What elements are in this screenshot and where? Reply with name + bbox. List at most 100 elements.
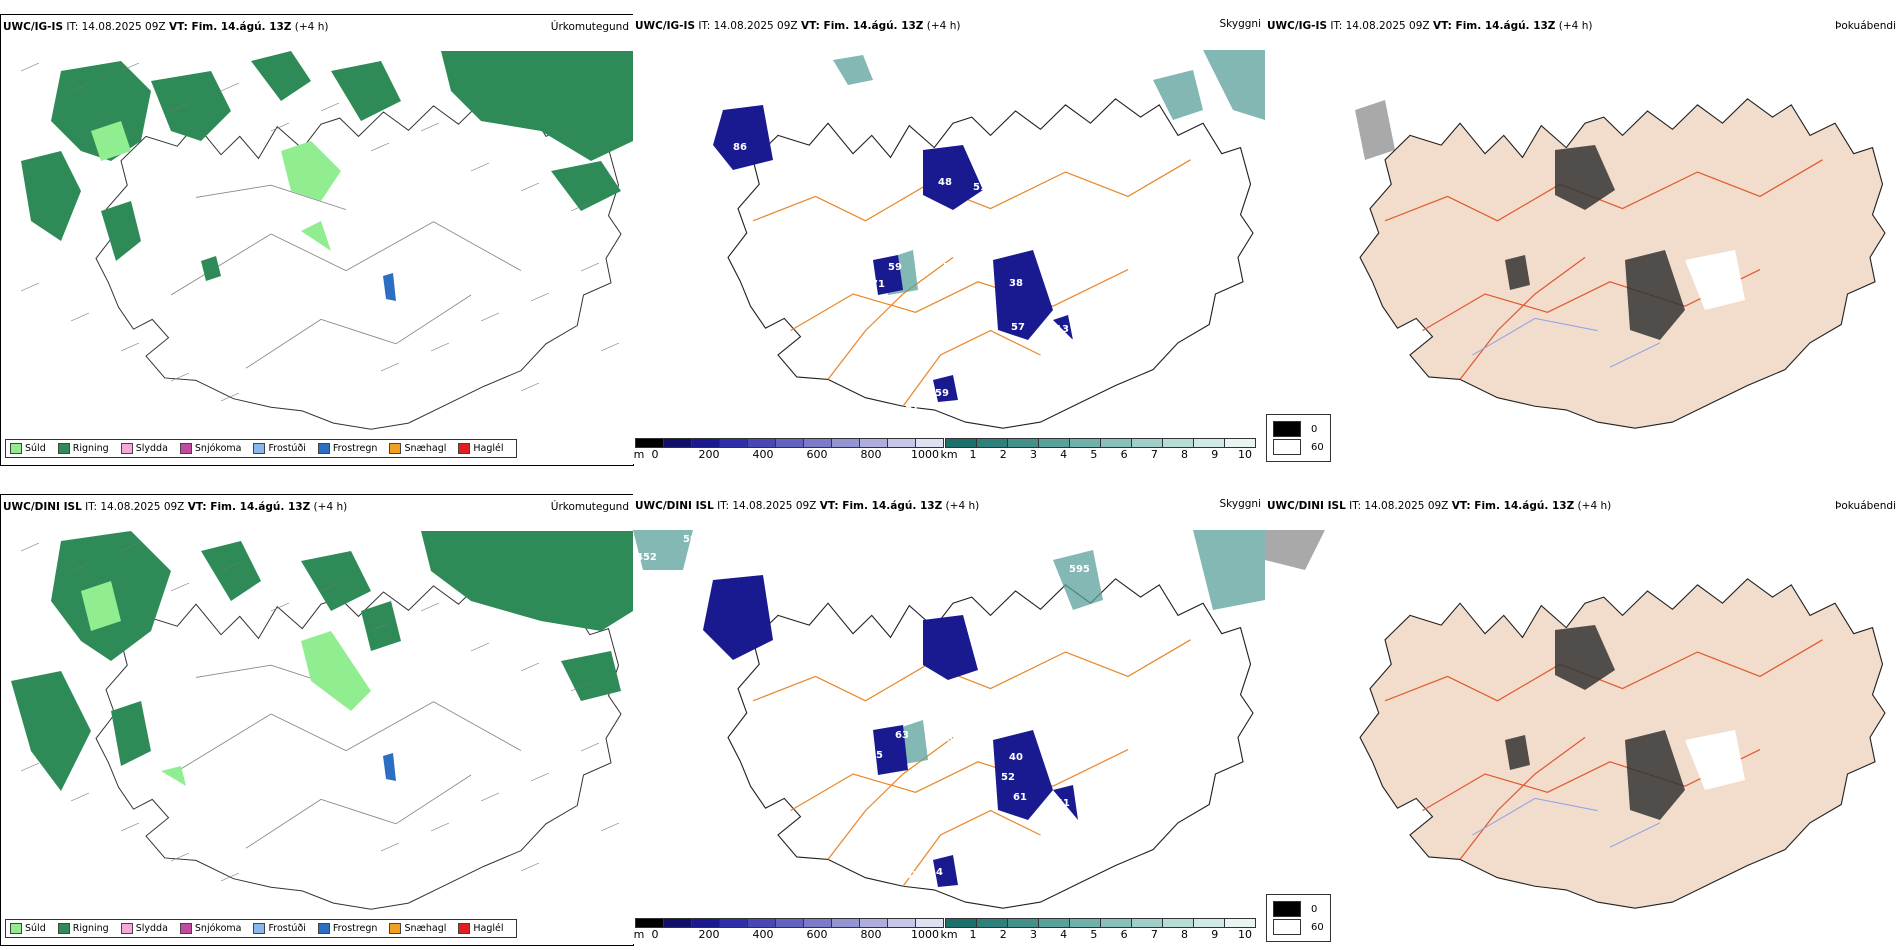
colorbar-tick: 9 xyxy=(1211,928,1219,941)
colorbar-tick: 4 xyxy=(1060,928,1068,941)
colorbar-segment xyxy=(691,918,719,928)
swatch xyxy=(253,443,266,454)
colorbar-tick: 10 xyxy=(1238,928,1252,941)
colorbar-segment xyxy=(945,918,976,928)
legend-label: Snæhagl xyxy=(404,923,447,934)
legend-item: Haglél xyxy=(458,443,504,454)
colorbar-tick: 3 xyxy=(1029,448,1037,461)
colorbar-segment xyxy=(663,438,691,448)
precip-legend: Súld Rigning Slydda Snjókoma Frostúði Fr… xyxy=(5,919,517,938)
colorbar-segment xyxy=(1100,918,1131,928)
visibility-panel-bottom: UWC/DINI ISL IT: 14.08.2025 09Z VT: Fim.… xyxy=(633,494,1265,944)
colorbar-tick: 400 xyxy=(752,448,774,461)
colorbar-segment xyxy=(719,918,747,928)
colorbar-tick: 0 xyxy=(651,928,659,941)
colorbar-segment xyxy=(803,918,831,928)
ceiling-label: 8 xyxy=(911,852,918,863)
swatch xyxy=(57,443,70,454)
ceiling-label: 51 xyxy=(973,182,987,193)
legend-label: Frostúði xyxy=(268,443,306,454)
legend-label: Slydda xyxy=(135,443,168,454)
panel-title: UWC/DINI ISL IT: 14.08.2025 09Z VT: Fim.… xyxy=(1267,500,1612,512)
panel-name: Skyggni xyxy=(1219,18,1262,30)
fog-legend-row: 0 xyxy=(1273,901,1324,917)
legend-item: Frostregn xyxy=(317,923,377,934)
colorbar-segment xyxy=(1162,438,1193,448)
legend-item: Frostregn xyxy=(317,443,378,454)
precip-legend: Súld Rigning Slydda Snjókoma Frostúði Fr… xyxy=(5,439,517,458)
precip-panel-bottom: UWC/DINI ISL IT: 14.08.2025 09Z VT: Fim.… xyxy=(0,494,634,946)
colorbar-tick: 8 xyxy=(1181,448,1189,461)
ceiling-label: 40 xyxy=(1009,752,1023,763)
ceiling-label: 57 xyxy=(1011,322,1025,333)
ceiling-colorbar-labels: m 0 200 400 600 800 1000 xyxy=(634,928,939,942)
colorbar-segment xyxy=(887,438,915,448)
colorbar-segment xyxy=(859,918,887,928)
swatch xyxy=(179,923,192,934)
ceiling-label: 91 xyxy=(905,402,919,413)
colorbar-segment xyxy=(976,438,1007,448)
colorbar-segment xyxy=(691,438,719,448)
colorbar-tick: 1 xyxy=(969,928,977,941)
legend-item: Snæhagl xyxy=(389,923,446,934)
colorbar-tick: 0 xyxy=(651,448,659,461)
colorbar-segment xyxy=(1193,438,1224,448)
colorbar-tick: 600 xyxy=(806,928,828,941)
colorbar-tick: 7 xyxy=(1150,448,1158,461)
panel-name: Skyggni xyxy=(1219,498,1262,510)
ceiling-label: 55 xyxy=(869,750,883,761)
ceiling-label: 71 xyxy=(871,279,885,290)
swatch xyxy=(10,443,22,454)
swatch xyxy=(1273,901,1301,917)
colorbar-tick: 2 xyxy=(999,928,1007,941)
fog-legend: 0 60 xyxy=(1266,414,1331,462)
fog-panel-top: UWC/IG-IS IT: 14.08.2025 09Z VT: Fim. 14… xyxy=(1265,14,1900,464)
panel-name: Þokuábendi xyxy=(1835,500,1896,512)
colorbar-segment xyxy=(859,438,887,448)
colorbar-segment xyxy=(1131,438,1162,448)
ceiling-label: 63 xyxy=(895,730,909,741)
legend-label: Frostregn xyxy=(332,443,378,454)
ceiling-colorbar-labels: m 0 200 400 600 800 1000 xyxy=(633,448,939,462)
colorbar-segment xyxy=(803,438,831,448)
visibility-colorbar xyxy=(945,918,1256,928)
ceiling-label: 3 xyxy=(913,352,920,363)
colorbar-tick: 200 xyxy=(698,448,720,461)
visibility-map: 86 51 48 59 71 51 38 57 13 48 3 6 59 91 xyxy=(713,50,1265,429)
colorbar-unit: m xyxy=(633,448,645,461)
colorbar-tick: 5 xyxy=(1090,928,1098,941)
swatch xyxy=(253,923,266,934)
legend-item: Haglél xyxy=(458,923,504,934)
fog-map xyxy=(1355,98,1886,429)
colorbar-segment xyxy=(915,438,944,448)
legend-item: Snjókoma xyxy=(179,923,241,934)
swatch xyxy=(317,923,330,934)
colorbar-segment xyxy=(915,918,944,928)
legend-item: Slydda xyxy=(120,923,168,934)
ceiling-label: 80 xyxy=(783,544,797,555)
legend-label: Rigning xyxy=(72,923,109,934)
colorbar-segment xyxy=(1224,918,1256,928)
legend-label: Frostúði xyxy=(268,923,306,934)
ceiling-label: 51 xyxy=(943,262,957,273)
ceiling-values: 59 452 80 595 63 55 46 40 52 61 141 8 44… xyxy=(636,534,1090,881)
visibility-panel-top: UWC/IG-IS IT: 14.08.2025 09Z VT: Fim. 14… xyxy=(633,14,1265,464)
colorbar-segment xyxy=(747,918,775,928)
precip-panel-top: UWC/IG-IS IT: 14.08.2025 09Z VT: Fim. 14… xyxy=(0,14,634,466)
swatch xyxy=(1273,919,1301,935)
colorbar-tick: 3 xyxy=(1029,928,1037,941)
swatch xyxy=(179,443,192,454)
legend-label: Haglél xyxy=(473,443,504,454)
panel-name: Úrkomutegund xyxy=(550,501,629,513)
fog-legend-label: 60 xyxy=(1311,921,1324,933)
colorbar-segment xyxy=(976,918,1007,928)
colorbar-segment xyxy=(635,918,663,928)
visibility-colorbar xyxy=(945,438,1256,448)
colorbar-tick: 7 xyxy=(1150,928,1158,941)
colorbar-segment xyxy=(887,918,915,928)
colorbar-segment xyxy=(1193,918,1224,928)
panel-title: UWC/IG-IS IT: 14.08.2025 09Z VT: Fim. 14… xyxy=(3,21,329,33)
colorbar-segment xyxy=(1131,918,1162,928)
colorbar-segment xyxy=(1224,438,1256,448)
colorbar-tick: 1000 xyxy=(911,928,939,941)
